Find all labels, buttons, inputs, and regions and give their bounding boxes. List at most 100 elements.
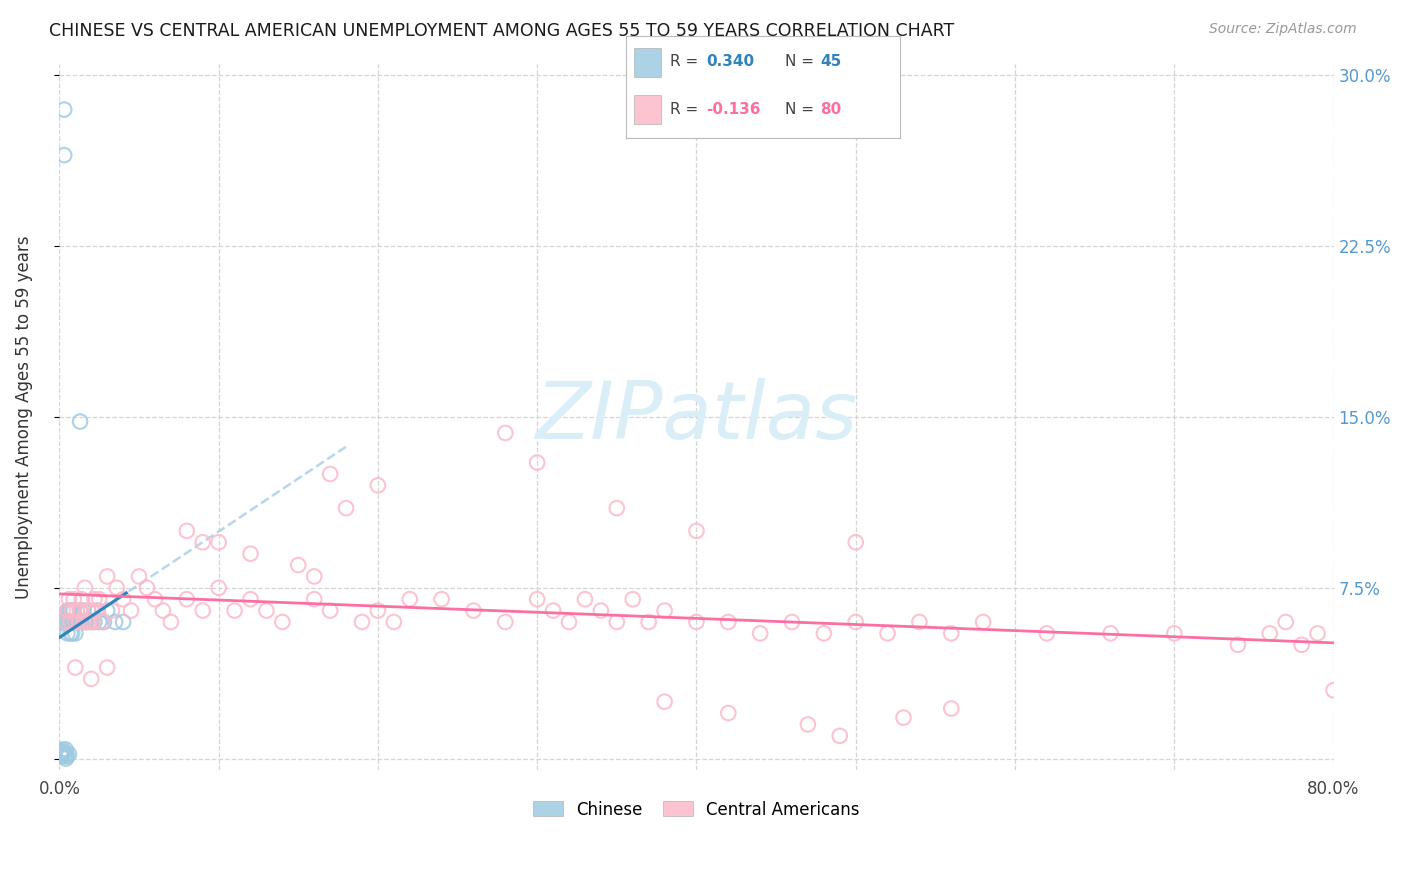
- Point: [69, 604, 91, 618]
- Text: CHINESE VS CENTRAL AMERICAN UNEMPLOYMENT AMONG AGES 55 TO 59 YEARS CORRELATION C: CHINESE VS CENTRAL AMERICAN UNEMPLOYMENT…: [49, 22, 955, 40]
- Point: [59, 615, 82, 629]
- Point: [84, 604, 107, 618]
- Point: [606, 615, 628, 629]
- Point: [176, 524, 198, 538]
- Point: [73, 581, 96, 595]
- Point: [143, 592, 166, 607]
- Point: [152, 604, 174, 618]
- Point: [72, 615, 94, 629]
- Point: [70, 592, 93, 607]
- Point: [70, 615, 93, 629]
- Point: [654, 604, 676, 618]
- Point: [780, 615, 803, 629]
- Point: [56, 749, 79, 764]
- Point: [1306, 626, 1329, 640]
- Point: [104, 615, 127, 629]
- Point: [66, 604, 89, 618]
- Point: [621, 592, 644, 607]
- Text: R =: R =: [669, 54, 703, 70]
- Point: [319, 467, 342, 481]
- Point: [83, 592, 105, 607]
- Point: [60, 615, 83, 629]
- Point: [60, 604, 83, 618]
- Point: [254, 604, 277, 618]
- Point: [53, 148, 76, 162]
- Point: [55, 751, 77, 765]
- Point: [89, 615, 111, 629]
- Point: [558, 615, 581, 629]
- Point: [160, 615, 183, 629]
- Point: [65, 626, 87, 640]
- Point: [797, 717, 820, 731]
- Point: [59, 615, 82, 629]
- Point: [685, 615, 707, 629]
- Point: [319, 604, 342, 618]
- Point: [58, 604, 80, 618]
- Point: [96, 660, 118, 674]
- Point: [876, 626, 898, 640]
- Point: [69, 415, 91, 429]
- Point: [136, 581, 159, 595]
- Point: [65, 615, 87, 629]
- Point: [53, 745, 76, 759]
- Point: [91, 615, 114, 629]
- Point: [1099, 626, 1122, 640]
- Point: [128, 569, 150, 583]
- Point: [55, 747, 77, 761]
- Point: [83, 615, 105, 629]
- Text: ZIPatlas: ZIPatlas: [536, 378, 858, 456]
- Point: [239, 592, 262, 607]
- Point: [1258, 626, 1281, 640]
- Point: [56, 604, 79, 618]
- Point: [105, 581, 128, 595]
- Point: [589, 604, 612, 618]
- Point: [893, 711, 915, 725]
- Point: [494, 425, 516, 440]
- Point: [65, 660, 87, 674]
- Point: [59, 626, 82, 640]
- Point: [93, 615, 115, 629]
- Point: [972, 615, 994, 629]
- Point: [271, 615, 294, 629]
- Point: [112, 592, 135, 607]
- Point: [58, 592, 80, 607]
- Point: [120, 604, 142, 618]
- Point: [77, 604, 100, 618]
- Point: [62, 615, 84, 629]
- Point: [717, 615, 740, 629]
- Point: [60, 626, 83, 640]
- Y-axis label: Unemployment Among Ages 55 to 59 years: Unemployment Among Ages 55 to 59 years: [15, 235, 32, 599]
- Point: [685, 524, 707, 538]
- Text: N =: N =: [785, 102, 818, 117]
- Text: 80: 80: [820, 102, 842, 117]
- Point: [367, 604, 389, 618]
- Point: [77, 604, 100, 618]
- Point: [52, 747, 75, 761]
- Point: [55, 742, 77, 756]
- Point: [75, 615, 97, 629]
- Point: [191, 535, 214, 549]
- Point: [239, 547, 262, 561]
- Point: [350, 615, 373, 629]
- Point: [224, 604, 246, 618]
- Point: [654, 695, 676, 709]
- Point: [717, 706, 740, 720]
- Point: [80, 615, 103, 629]
- Point: [749, 626, 772, 640]
- Point: [541, 604, 564, 618]
- Point: [335, 501, 357, 516]
- Point: [112, 615, 135, 629]
- Point: [1274, 615, 1296, 629]
- Point: [67, 615, 90, 629]
- Point: [56, 604, 79, 618]
- Point: [82, 615, 104, 629]
- Point: [55, 615, 77, 629]
- Point: [845, 535, 868, 549]
- Point: [49, 749, 72, 764]
- Point: [62, 604, 84, 618]
- Point: [66, 615, 89, 629]
- Point: [191, 604, 214, 618]
- Point: [606, 501, 628, 516]
- Point: [53, 615, 76, 629]
- Text: -0.136: -0.136: [707, 102, 761, 117]
